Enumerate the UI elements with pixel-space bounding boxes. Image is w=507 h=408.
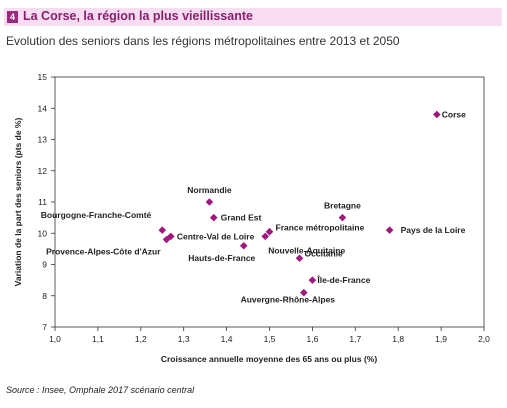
- point-label: Bretagne: [324, 201, 361, 211]
- x-tick-label: 1,7: [349, 334, 361, 344]
- y-tick-label: 13: [38, 135, 48, 145]
- figure-number-badge: 4: [7, 11, 18, 23]
- data-point: [295, 254, 304, 263]
- chart-title: La Corse, la région la plus vieillissant…: [23, 9, 253, 23]
- data-point: [239, 241, 248, 250]
- y-tick-label: 11: [38, 197, 47, 207]
- y-tick-label: 9: [42, 260, 47, 270]
- point-label: Hauts-de-France: [188, 253, 255, 263]
- y-tick-label: 12: [38, 166, 48, 176]
- x-tick-label: 1,6: [306, 334, 318, 344]
- y-tick-label: 15: [38, 72, 48, 82]
- y-axis-label: Variation de la part des seniors (pts de…: [13, 118, 23, 287]
- x-axis-ticks: 1,0 1,1 1,2 1,3 1,4 1,5 1,6 1,7 1,8 1,9 2,0: [49, 327, 490, 344]
- x-tick-label: 1,1: [92, 334, 104, 344]
- y-tick-label: 10: [38, 228, 48, 238]
- point-label: Île-de-France: [316, 274, 370, 285]
- point-label: Corse: [442, 110, 466, 120]
- point-label: Pays de la Loire: [401, 225, 466, 235]
- data-point: [308, 276, 317, 284]
- point-label: Auvergne-Rhône-Alpes: [241, 295, 336, 305]
- point-label: Normandie: [187, 185, 232, 195]
- point-label: Occitanie: [305, 248, 344, 258]
- x-tick-label: 2,0: [478, 334, 490, 344]
- data-point: [205, 198, 214, 206]
- x-tick-label: 1,2: [135, 334, 147, 344]
- data-points: [158, 110, 441, 297]
- data-point: [300, 288, 308, 297]
- plot-frame: [54, 76, 485, 328]
- point-labels: Corse Normandie Grand Est Bretagne Bourgogne…: [41, 110, 466, 305]
- y-axis-ticks: 7 8 9 10 11 12 13 14 15: [38, 72, 55, 332]
- point-label: Bourgogne-Franche-Comté: [41, 210, 152, 220]
- data-point: [158, 226, 167, 234]
- chart-subtitle: Evolution des seniors dans les régions m…: [6, 34, 400, 48]
- y-tick-label: 8: [42, 291, 47, 301]
- data-point: [385, 226, 394, 234]
- x-tick-label: 1,3: [178, 334, 190, 344]
- point-label: Nouvelle-Aquitaine: [268, 245, 345, 255]
- point-label: Grand Est: [221, 213, 262, 223]
- data-point: [162, 235, 171, 244]
- x-axis-label: Croissance annuelle moyenne des 65 ans o…: [161, 354, 378, 364]
- y-tick-label: 14: [38, 103, 48, 113]
- x-tick-label: 1,5: [264, 334, 276, 344]
- data-point: [261, 232, 270, 241]
- x-tick-label: 1,8: [392, 334, 404, 344]
- x-tick-label: 1,4: [221, 334, 233, 344]
- x-tick-label: 1,0: [49, 334, 61, 344]
- data-point: [433, 110, 441, 119]
- y-tick-label: 7: [42, 322, 47, 332]
- source-note: Source : Insee, Omphale 2017 scénario ce…: [6, 385, 195, 395]
- chart-header: 4 La Corse, la région la plus vieillissa…: [4, 8, 502, 26]
- point-label: Centre-Val de Loire: [177, 231, 255, 241]
- data-point: [338, 213, 347, 222]
- x-tick-label: 1,9: [435, 334, 447, 344]
- point-label: Provence-Alpes-Côte d'Azur: [46, 247, 161, 257]
- data-point: [209, 213, 218, 222]
- point-label: France métropolitaine: [276, 223, 365, 233]
- data-point: [265, 227, 274, 236]
